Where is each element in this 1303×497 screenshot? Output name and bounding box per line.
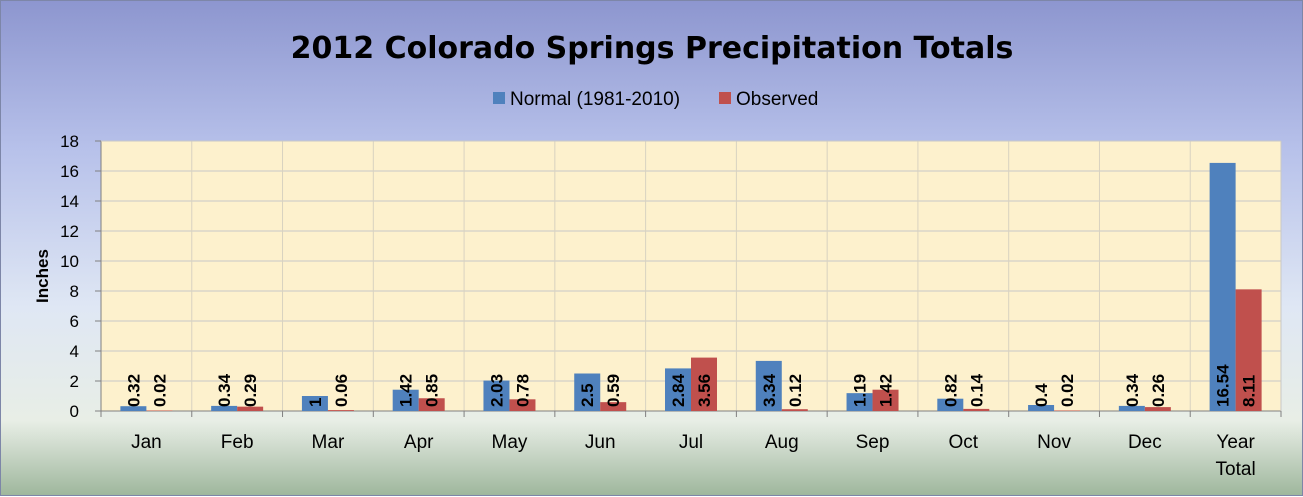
bar-observed [1235, 289, 1262, 411]
bar-normal [1209, 162, 1236, 411]
x-tick-label: Apr [404, 432, 434, 453]
y-tick-label: 16 [60, 162, 79, 181]
legend-swatch-1 [719, 92, 731, 104]
x-tick-label: Jun [585, 432, 616, 453]
bar-normal [1118, 405, 1145, 411]
data-label: 0.4 [1032, 383, 1051, 407]
data-label: 2.03 [487, 374, 506, 407]
data-label: 2.5 [578, 383, 597, 407]
bar-normal [211, 405, 238, 411]
data-label: 3.56 [695, 374, 714, 407]
x-tick-label: Mar [312, 432, 345, 453]
data-label: 2.84 [669, 373, 688, 407]
y-tick-label: 8 [70, 282, 79, 301]
bar-normal [120, 406, 147, 411]
bar-observed [872, 389, 899, 411]
bar-observed [691, 357, 717, 411]
chart-title: 2012 Colorado Springs Precipitation Tota… [291, 31, 1014, 66]
x-tick-label: Year [1216, 432, 1255, 453]
bar-observed [509, 399, 536, 411]
y-axis-label: Inches [33, 249, 52, 303]
bar-observed [781, 409, 808, 411]
data-label: 0.02 [150, 374, 169, 407]
x-tick-label: Total [1216, 459, 1256, 480]
bar-observed [963, 408, 990, 411]
x-tick-label: Jul [679, 432, 703, 453]
bar-observed [418, 398, 445, 411]
bar-normal [846, 393, 873, 411]
data-label: 0.12 [786, 374, 805, 407]
data-label: 0.34 [215, 373, 234, 407]
bar-normal [483, 380, 510, 411]
y-tick-label: 0 [70, 402, 79, 421]
bar-observed [1054, 410, 1081, 411]
x-tick-label: Sep [856, 432, 890, 453]
data-label: 1.42 [397, 374, 416, 407]
bar-normal [665, 368, 691, 411]
bar-observed [146, 410, 173, 411]
y-tick-label: 4 [70, 342, 79, 361]
bar-observed [327, 410, 354, 411]
y-tick-label: 18 [60, 132, 79, 151]
y-tick-label: 2 [70, 372, 79, 391]
x-tick-label: Jan [131, 432, 162, 453]
data-label: 1.42 [877, 374, 896, 407]
data-label: 0.59 [604, 374, 623, 407]
x-tick-label: Feb [221, 432, 254, 453]
bar-normal [392, 389, 419, 411]
data-label: 16.54 [1214, 364, 1233, 407]
x-tick-label: Dec [1128, 432, 1162, 453]
data-label: 0.02 [1058, 374, 1077, 407]
x-tick-label: Aug [765, 432, 799, 453]
x-tick-label: May [492, 432, 528, 453]
data-label: 3.34 [760, 373, 779, 407]
y-tick-label: 12 [60, 222, 79, 241]
data-label: 0.26 [1149, 374, 1168, 407]
x-tick-label: Oct [949, 432, 979, 453]
legend-label-1: Observed [736, 89, 818, 110]
legend-swatch-0 [493, 92, 505, 104]
y-tick-label: 10 [60, 252, 79, 271]
bar-observed [1144, 407, 1171, 411]
bar-observed [237, 406, 264, 411]
data-label: 8.11 [1240, 375, 1259, 407]
bar-normal [574, 373, 601, 411]
data-label: 1.19 [851, 374, 870, 407]
x-tick-label: Nov [1037, 432, 1071, 453]
data-label: 0.85 [423, 374, 442, 407]
bar-normal [301, 396, 328, 411]
data-label: 1 [306, 398, 325, 407]
data-label: 0.82 [941, 374, 960, 407]
data-label: 0.14 [967, 373, 986, 407]
data-label: 0.06 [332, 374, 351, 407]
y-tick-label: 6 [70, 312, 79, 331]
data-label: 0.32 [124, 374, 143, 407]
data-label: 0.34 [1123, 373, 1142, 407]
data-label: 0.78 [513, 374, 532, 407]
y-tick-label: 14 [60, 192, 79, 211]
bar-normal [755, 360, 782, 411]
bar-normal [1028, 405, 1055, 411]
legend-label-0: Normal (1981-2010) [510, 89, 680, 110]
bar-normal [937, 398, 964, 411]
bar-observed [600, 402, 627, 411]
data-label: 0.29 [241, 374, 260, 407]
